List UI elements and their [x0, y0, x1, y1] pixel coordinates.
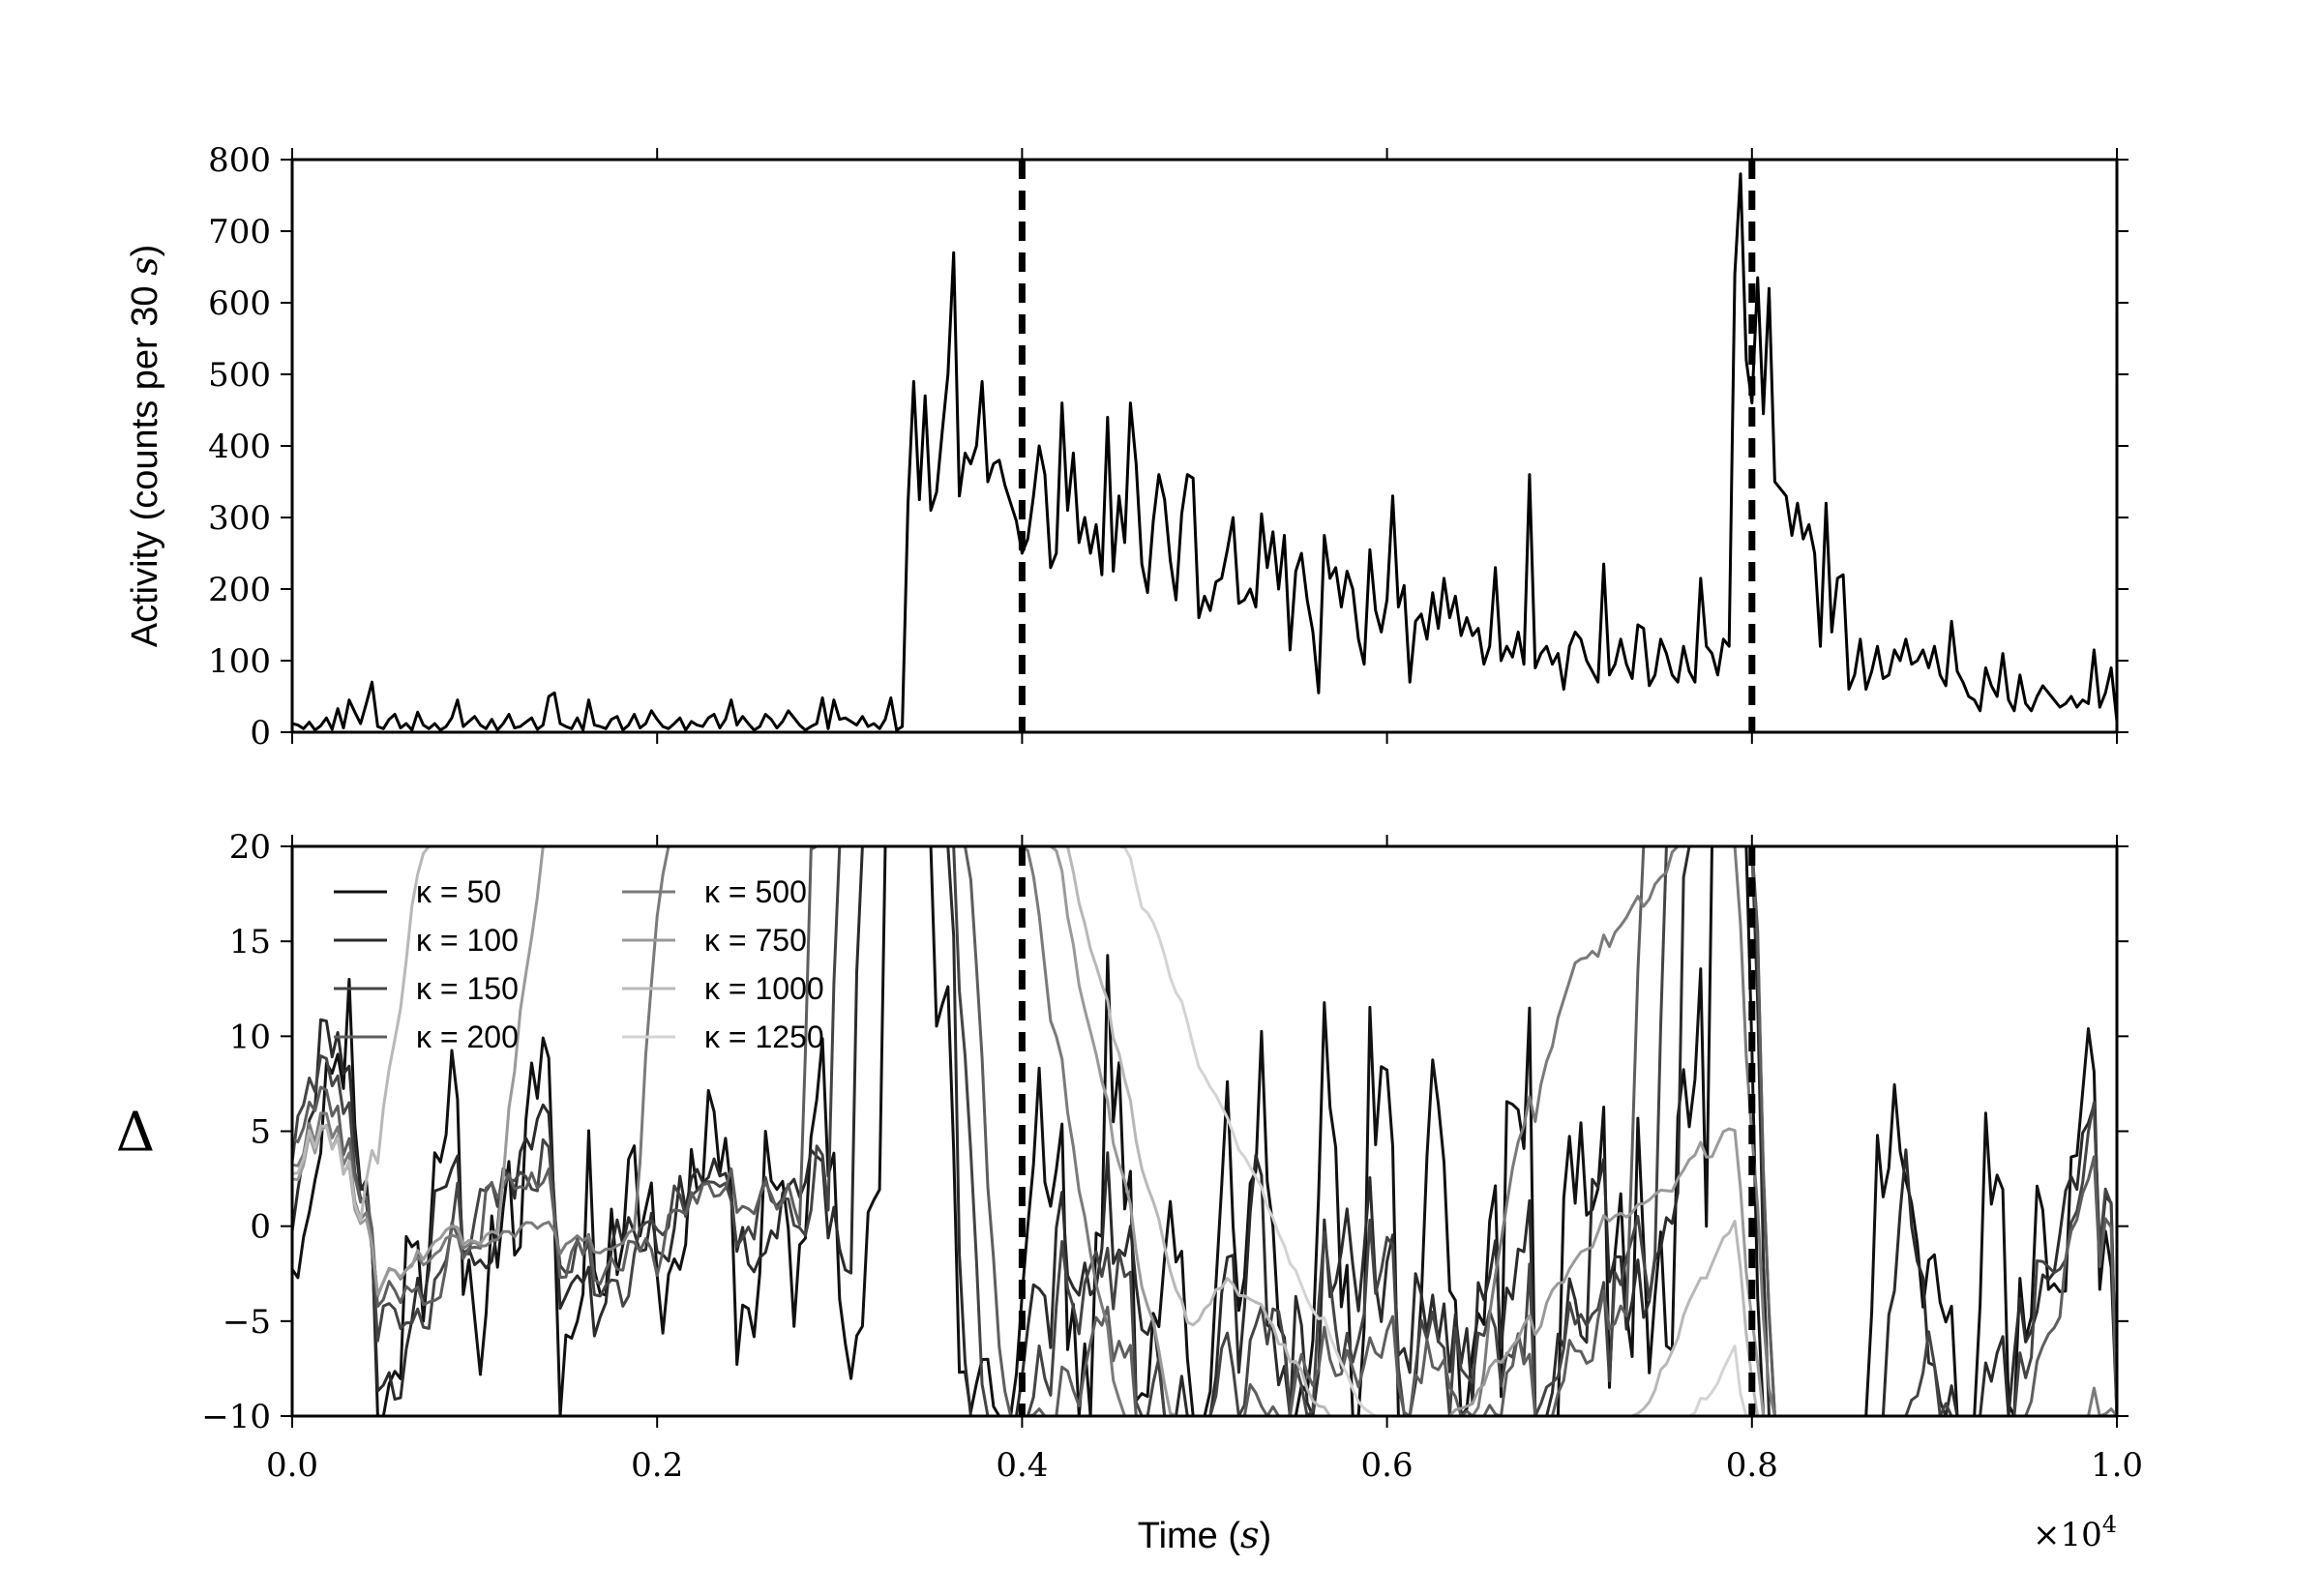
delta-y-ticks: −10 −5 0 5 10 15 20 [201, 828, 2128, 1436]
delta-line-kappa-500 [292, 846, 2117, 1416]
delta-line-kappa-1000 [292, 846, 2117, 1416]
y-tick-label: 0 [250, 714, 271, 753]
time-x-axis-label: Time (s) [1138, 1514, 1271, 1556]
delta-y-axis-label: Δ [116, 1102, 155, 1165]
activity-y-axis-label: Activity (counts per 30 s) [123, 245, 165, 648]
legend-label-kappa-100: κ = 100 [416, 923, 519, 958]
legend-label-kappa-500: κ = 500 [704, 874, 807, 909]
delta-line-kappa-150 [292, 846, 2117, 1416]
activity-panel: 0 100 200 300 400 500 600 700 800 Activity (coun… [123, 141, 2128, 753]
kappa-legend: κ = 50 κ = 100 κ = 150 κ = 200 κ = 500 κ = 75… [334, 874, 824, 1054]
activity-y-label-unit: s [123, 256, 165, 276]
x-axis-multiplier: ×104 [2033, 1511, 2117, 1554]
x-tick-label: 0.6 [1361, 1446, 1414, 1485]
y-tick-label: 500 [208, 356, 271, 395]
y-tick-label: 400 [208, 428, 271, 466]
time-x-label-prefix: Time ( [1138, 1516, 1241, 1556]
delta-line-kappa-100 [292, 846, 2117, 1416]
y-tick-label: 700 [208, 213, 271, 251]
y-tick-label: 20 [229, 828, 271, 867]
delta-line-kappa-1250 [292, 846, 2117, 1416]
activity-y-label-prefix: Activity (counts per 30 [125, 276, 165, 647]
activity-y-ticks: 0 100 200 300 400 500 600 700 800 [208, 141, 2128, 753]
delta-line-kappa-750 [292, 846, 2117, 1416]
legend-label-kappa-1250: κ = 1250 [704, 1020, 824, 1054]
delta-plot-frame [290, 844, 2119, 1418]
y-tick-label: 600 [208, 284, 271, 323]
delta-line-kappa-200 [292, 846, 2117, 1416]
legend-label-kappa-150: κ = 150 [416, 971, 519, 1006]
x-tick-label: 0.0 [266, 1446, 318, 1485]
time-x-label-unit: s [1240, 1514, 1260, 1556]
y-tick-label: 300 [208, 499, 271, 538]
y-tick-label: 10 [229, 1018, 271, 1056]
activity-line [292, 172, 2117, 732]
activity-x-ticks [291, 148, 2118, 744]
legend-label-kappa-50: κ = 50 [416, 874, 501, 909]
delta-series [292, 846, 2117, 1416]
y-tick-label: 0 [250, 1208, 271, 1247]
x-tick-label: 0.4 [996, 1446, 1048, 1485]
y-tick-label: 15 [229, 923, 271, 961]
legend-label-kappa-750: κ = 750 [704, 923, 807, 958]
activity-plot-frame [290, 158, 2119, 734]
activity-series [292, 172, 2117, 732]
delta-event-lines [1018, 846, 1756, 1416]
y-tick-label: 100 [208, 642, 271, 681]
y-tick-label: 5 [250, 1113, 271, 1152]
y-tick-label: 800 [208, 141, 271, 180]
y-tick-label: 200 [208, 571, 271, 609]
activity-event-lines [1018, 160, 1756, 732]
x-multiplier-base: ×10 [2033, 1516, 2102, 1554]
x-tick-label: 0.2 [631, 1446, 683, 1485]
activity-y-label-suffix: ) [125, 245, 165, 257]
legend-label-kappa-200: κ = 200 [416, 1020, 519, 1054]
delta-panel: −10 −5 0 5 10 15 20 0.0 0.2 0.4 0.6 0.8 1.0 Δ Time … [116, 828, 2143, 1556]
y-tick-label: −10 [201, 1398, 271, 1436]
time-x-label-suffix: ) [1260, 1516, 1272, 1556]
x-multiplier-exponent: 4 [2102, 1511, 2117, 1538]
delta-x-ticks: 0.0 0.2 0.4 0.6 0.8 1.0 [266, 835, 2143, 1485]
y-tick-label: −5 [223, 1303, 271, 1342]
x-tick-label: 1.0 [2091, 1446, 2143, 1485]
x-tick-label: 0.8 [1726, 1446, 1778, 1485]
delta-line-kappa-50 [292, 846, 2117, 1416]
legend-label-kappa-1000: κ = 1000 [704, 971, 824, 1006]
